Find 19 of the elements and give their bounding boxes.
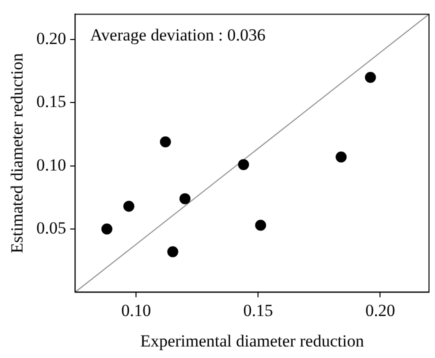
point	[101, 224, 112, 235]
point	[167, 246, 178, 258]
y-tick-label: 0.20	[36, 28, 66, 48]
x-axis-title: Experimental diameter reduction	[140, 331, 364, 350]
point	[160, 136, 171, 148]
y-tick-label: 0.15	[36, 92, 66, 112]
point	[238, 159, 250, 170]
x-tick-label: 0.20	[365, 300, 396, 320]
y-axis-title: Estimated diameter reduction	[8, 52, 27, 254]
point	[255, 220, 266, 231]
x-tick-label: 0.15	[243, 300, 274, 320]
y-tick-label: 0.05	[36, 218, 66, 238]
y-tick-label: 0.10	[36, 155, 66, 174]
point	[336, 151, 347, 162]
x-tick-label: 0.10	[121, 300, 152, 320]
point	[123, 200, 134, 212]
annotation: Average deviation : 0.036	[90, 26, 266, 45]
point	[364, 72, 376, 83]
point	[179, 193, 190, 204]
